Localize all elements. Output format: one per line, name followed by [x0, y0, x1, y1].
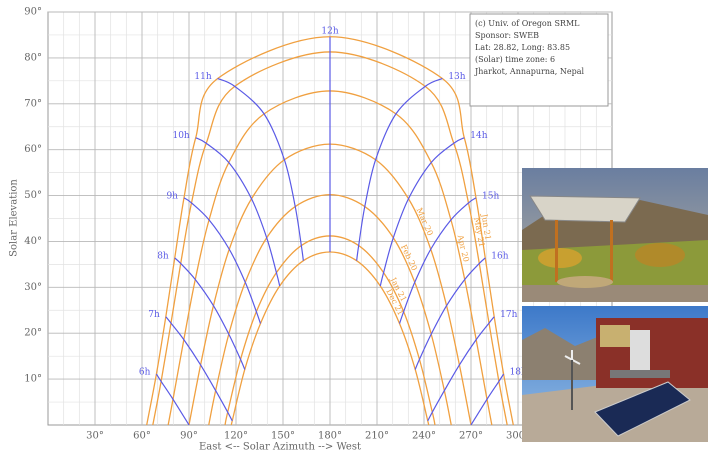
y-tick-label: 60°: [24, 144, 42, 155]
y-axis-label: Solar Elevation: [9, 179, 20, 257]
hour-label: 8h: [157, 251, 169, 261]
page: 30° 60° 90° 120° 150° 180° 210° 240° 270° 300° 10°…: [0, 0, 708, 454]
x-axis-label: East <-- Solar Azimuth --> West: [199, 442, 361, 453]
x-tick-label: 90°: [180, 431, 198, 442]
hour-label: 6h: [139, 368, 151, 378]
x-tick-label: 150°: [271, 431, 295, 442]
x-tick-label: 270°: [459, 431, 483, 442]
info-line: Sponsor: SWEB: [475, 31, 539, 40]
info-line: (Solar) time zone: 6: [475, 55, 555, 64]
hour-label: 11h: [194, 72, 211, 82]
hour-label: 15h: [482, 191, 499, 201]
x-tick-label: 30°: [86, 431, 104, 442]
x-tick-label: 240°: [412, 431, 436, 442]
x-tick-label: 60°: [133, 431, 151, 442]
y-tick-label: 70°: [24, 98, 42, 109]
y-tick-label: 80°: [24, 52, 42, 63]
hour-label: 18h: [510, 368, 527, 378]
y-tick-label: 20°: [24, 328, 42, 339]
y-tick-label: 10°: [24, 374, 42, 385]
x-tick-label: 120°: [224, 431, 248, 442]
y-tick-label: 90°: [24, 7, 42, 18]
y-tick-label: 30°: [24, 282, 42, 293]
hour-label: 10h: [172, 131, 189, 141]
chart: 30° 60° 90° 120° 150° 180° 210° 240° 270° 300° 10°…: [0, 0, 708, 454]
info-box: (c) Univ. of Oregon SRML Sponsor: SWEB L…: [470, 14, 608, 106]
info-line: Lat: 28.82, Long: 83.85: [475, 43, 570, 52]
info-line: (c) Univ. of Oregon SRML: [475, 19, 580, 28]
y-tick-label: 50°: [24, 190, 42, 201]
x-tick-label: 210°: [365, 431, 389, 442]
hour-label: 17h: [500, 310, 517, 320]
hour-label: 9h: [166, 191, 178, 201]
info-line: Jharkot, Annapurna, Nepal: [474, 67, 585, 76]
hour-label: 14h: [470, 131, 487, 141]
x-tick-label: 180°: [318, 431, 342, 442]
hour-label: 13h: [448, 72, 465, 82]
hour-label: 12h: [321, 26, 338, 36]
y-tick-label: 40°: [24, 236, 42, 247]
hour-label: 7h: [148, 310, 160, 320]
hour-label: 16h: [491, 251, 508, 261]
x-tick-label: 300°: [506, 431, 530, 442]
